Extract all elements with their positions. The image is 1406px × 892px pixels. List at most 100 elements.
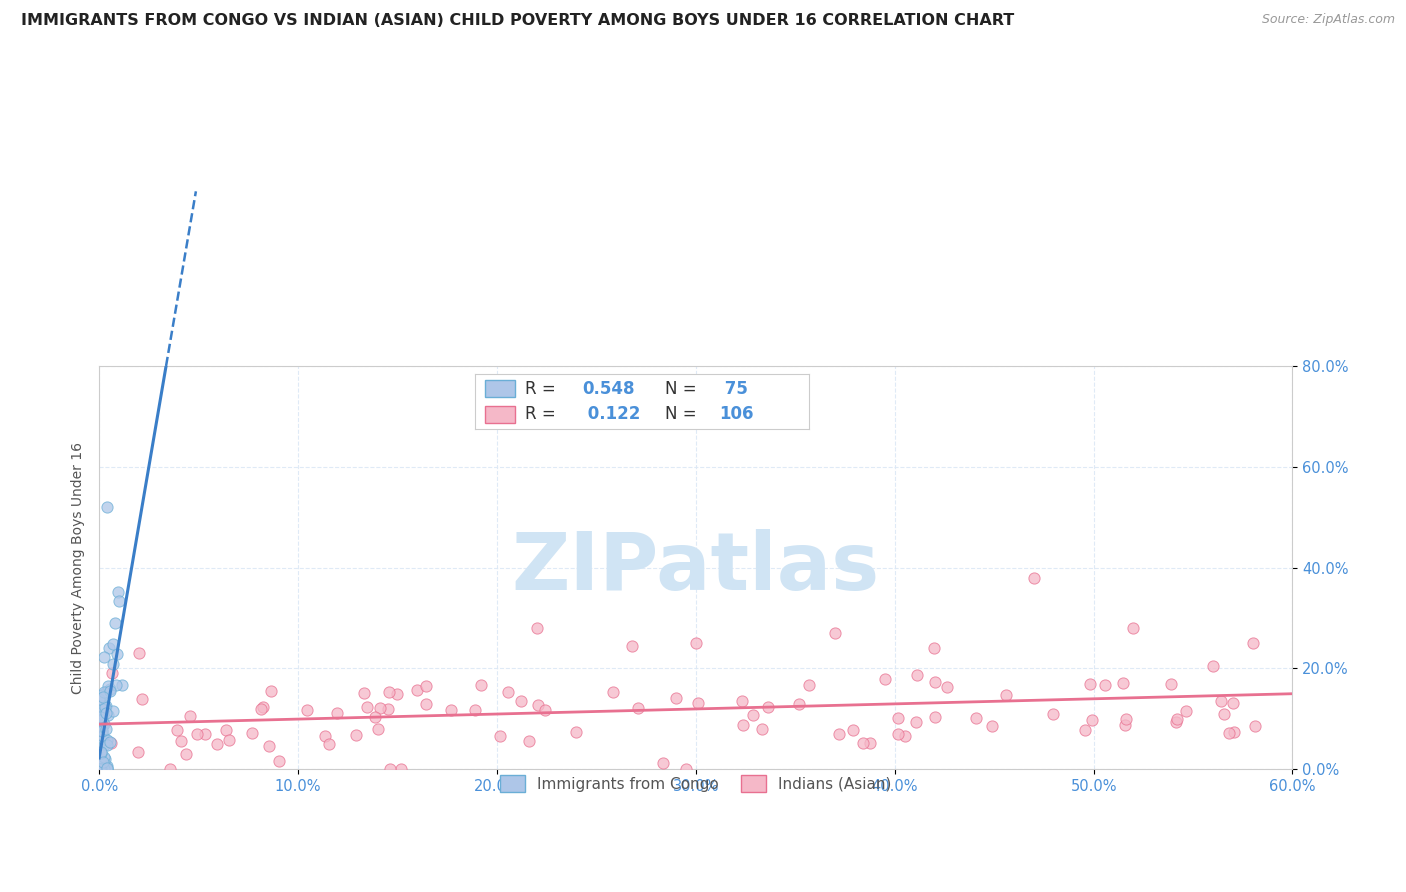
Point [240,726,263,740]
Point [91,755,114,769]
Point [1241,636,1264,650]
Point [602,685,624,699]
Point [93,717,115,731]
Point [90,746,112,760]
Point [742,707,765,722]
Point [1244,719,1267,733]
Point [91,762,114,776]
Point [91,762,114,776]
Point [464,703,486,717]
Point [1213,707,1236,722]
Point [886,711,908,725]
Point [828,727,851,741]
Point [295,703,318,717]
Point [93,738,115,752]
Text: IMMIGRANTS FROM CONGO VS INDIAN (ASIAN) CHILD POVERTY AMONG BOYS UNDER 16 CORREL: IMMIGRANTS FROM CONGO VS INDIAN (ASIAN) … [21,13,1014,29]
Point [96,733,118,747]
Point [498,684,520,698]
Point [98,735,121,749]
Point [756,699,779,714]
Point [488,729,510,743]
Point [905,668,928,682]
Point [186,726,208,740]
Point [1222,697,1244,711]
Point [166,723,188,737]
Point [218,733,240,747]
Point [96,739,118,753]
Point [94,698,117,713]
Point [103,637,125,651]
Point [96,722,118,736]
Point [565,724,588,739]
Point [179,709,201,723]
Point [875,672,897,686]
Point [924,675,946,690]
Point [105,678,128,692]
Point [101,665,124,680]
Point [364,710,387,724]
Point [1174,704,1197,718]
Point [93,762,115,776]
Point [90,688,112,702]
Point [527,698,550,712]
Point [1115,712,1137,726]
Point [89,709,111,723]
Point [89,692,111,706]
Point [665,691,688,706]
Point [470,678,492,692]
Point [621,640,644,654]
Point [534,703,557,717]
Point [1209,694,1232,708]
Point [526,621,548,635]
Point [318,737,340,751]
Point [842,723,865,738]
Point [415,679,437,693]
Point [103,704,125,718]
Point [93,685,115,699]
Point [90,756,112,770]
Point [1081,713,1104,727]
Point [733,718,755,732]
Point [107,585,129,599]
Point [91,690,114,704]
Point [356,700,378,714]
Point [824,626,846,640]
Point [1223,725,1246,739]
Point [90,712,112,726]
Point [93,752,115,766]
Point [170,734,193,748]
Point [105,647,128,661]
Point [193,727,215,741]
Point [89,762,111,776]
Point [91,707,114,722]
Y-axis label: Child Poverty Among Boys Under 16: Child Poverty Among Boys Under 16 [72,442,86,694]
Point [389,762,412,776]
Point [91,706,114,720]
Point [131,692,153,706]
Point [89,762,111,776]
Point [1202,659,1225,673]
Point [440,703,463,717]
Point [94,762,117,776]
Point [90,719,112,733]
Point [90,757,112,772]
Point [1094,678,1116,692]
Point [685,636,707,650]
Point [1114,718,1136,732]
Point [509,693,531,707]
Point [924,641,946,656]
Point [89,762,111,776]
Point [367,722,389,736]
Point [965,711,987,725]
Point [176,747,198,762]
Point [250,702,273,716]
Point [90,696,112,710]
Point [380,762,402,776]
Point [1218,725,1240,739]
Point [94,685,117,699]
Point [96,759,118,773]
Point [1042,706,1064,721]
Point [90,745,112,759]
Point [96,500,118,515]
Legend: Immigrants from Congo, Indians (Asian): Immigrants from Congo, Indians (Asian) [494,769,897,798]
